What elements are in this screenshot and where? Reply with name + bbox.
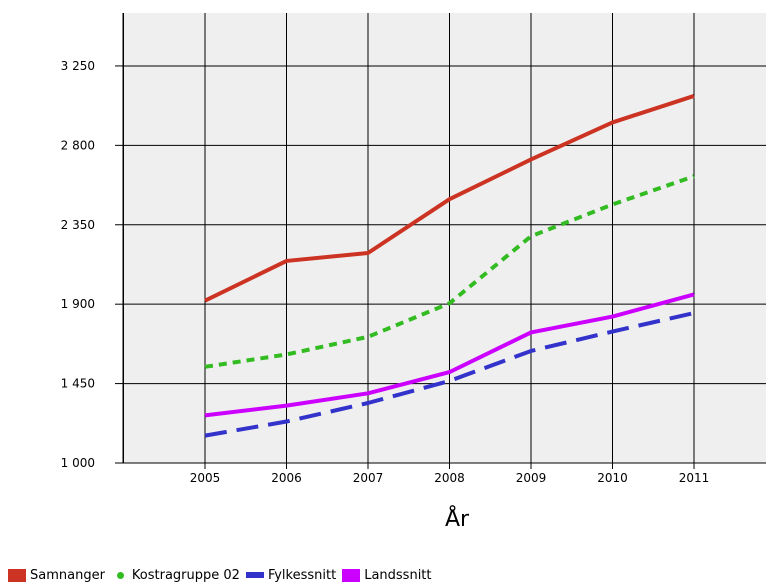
- x-axis-title: År: [445, 505, 470, 532]
- x-tick-label-5: 2010: [597, 471, 628, 485]
- series-lines: [204, 94, 695, 438]
- x-axis-ticks: 2005 2006 2007 2008 2009 2010 2011: [190, 463, 710, 485]
- y-tick-label-5: 3 250: [61, 59, 95, 73]
- x-tick-label-3: 2008: [434, 471, 465, 485]
- x-tick-label-1: 2006: [271, 471, 302, 485]
- y-tick-label-3: 2 350: [61, 218, 95, 232]
- legend: Samnanger Kostragruppe 02 Fylkessnitt La…: [8, 566, 432, 584]
- y-tick-label-1: 1 450: [61, 377, 95, 391]
- legend-label-kostragruppe: Kostragruppe 02: [131, 567, 240, 583]
- legend-label-samnanger: Samnanger: [30, 567, 105, 583]
- x-tick-label-0: 2005: [190, 471, 221, 485]
- y-axis-ticks: 1 000 1 450 1 900 2 350 2 800 3 250: [61, 59, 123, 470]
- y-tick-label-2: 1 900: [61, 297, 95, 311]
- legend-swatch-kostragruppe: [116, 571, 124, 579]
- plot-background: [123, 13, 766, 463]
- y-tick-label-0: 1 000: [61, 456, 95, 470]
- legend-label-fylkessnitt: Fylkessnitt: [267, 567, 337, 583]
- y-tick-label-4: 2 800: [61, 138, 95, 152]
- legend-item-kostragruppe: Kostragruppe 02: [111, 568, 240, 583]
- x-tick-label-4: 2009: [516, 471, 547, 485]
- legend-swatch-fylkessnitt: [245, 572, 264, 578]
- legend-swatch-samnanger: [8, 568, 26, 582]
- series-line-fylkessnitt: [204, 311, 695, 438]
- legend-label-landssnitt: Landssnitt: [364, 567, 432, 583]
- x-tick-label-2: 2007: [353, 471, 384, 485]
- x-tick-label-6: 2011: [679, 471, 710, 485]
- legend-swatch-landssnitt: [342, 568, 361, 582]
- series-line-kostragruppe-02: [204, 174, 695, 369]
- series-line-landssnitt: [204, 292, 695, 418]
- legend-item-landssnitt: Landssnitt: [342, 567, 432, 583]
- series-line-samnanger: [204, 94, 695, 303]
- legend-item-fylkessnitt: Fylkessnitt: [245, 567, 337, 583]
- legend-item-samnanger: Samnanger: [8, 568, 105, 583]
